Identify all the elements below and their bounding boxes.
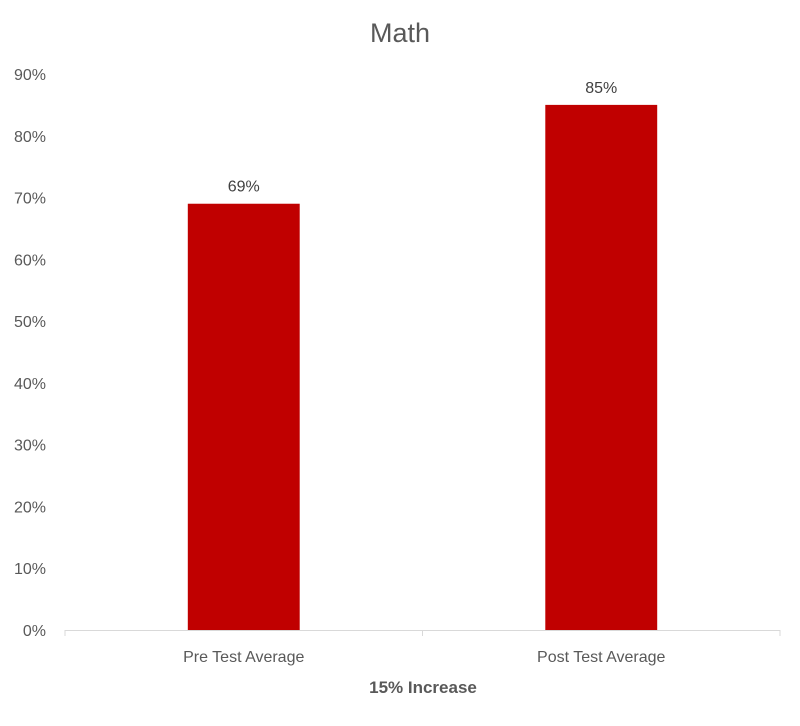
data-labels-group: 69% 85%	[228, 80, 618, 196]
x-category-label: Pre Test Average	[183, 649, 304, 666]
y-tick-label: 20%	[14, 499, 46, 516]
bar-value-label: 85%	[585, 80, 617, 97]
y-tick-label: 40%	[14, 376, 46, 393]
bar-value-label: 69%	[228, 179, 260, 196]
y-tick-label: 0%	[23, 623, 46, 640]
y-tick-label: 90%	[14, 67, 46, 84]
y-tick-label: 70%	[14, 191, 46, 208]
y-axis: 0% 10% 20% 30% 40% 50% 60% 70% 80% 90%	[14, 67, 46, 640]
x-axis: Pre Test Average Post Test Average	[64, 630, 781, 666]
y-tick-label: 50%	[14, 314, 46, 331]
x-category-label: Post Test Average	[537, 649, 665, 666]
bars-group	[187, 104, 658, 630]
chart-title: Math	[370, 18, 430, 48]
y-tick-label: 60%	[14, 252, 46, 269]
bar	[545, 104, 658, 630]
y-tick-label: 80%	[14, 129, 46, 146]
y-tick-label: 10%	[14, 561, 46, 578]
bar	[187, 203, 300, 630]
x-axis-title: 15% Increase	[369, 678, 477, 697]
y-tick-label: 30%	[14, 438, 46, 455]
